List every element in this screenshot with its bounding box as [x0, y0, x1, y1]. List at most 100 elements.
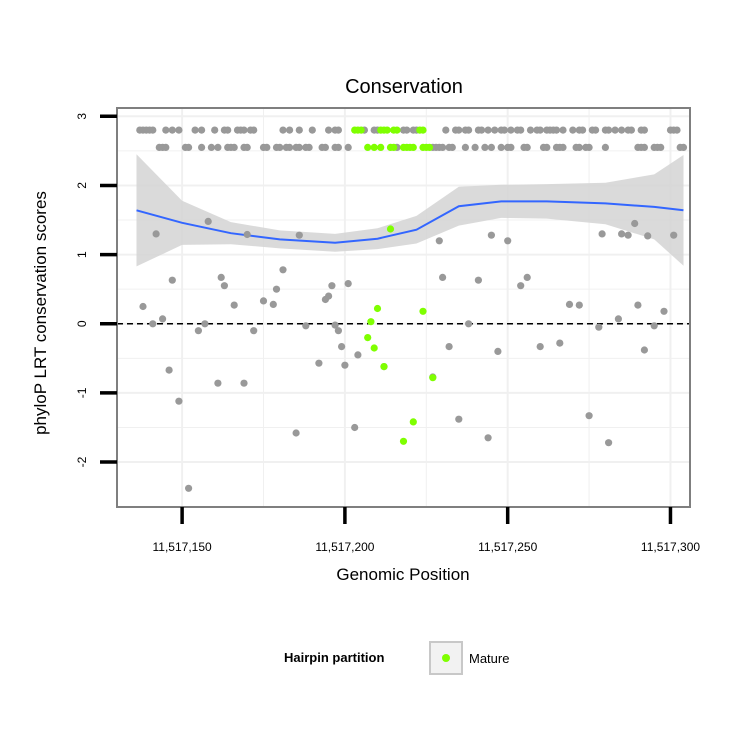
data-point — [478, 126, 486, 134]
data-point — [618, 126, 626, 134]
data-point — [481, 143, 489, 151]
data-point — [565, 300, 574, 308]
data-point — [673, 126, 681, 134]
data-point — [425, 143, 434, 151]
x-tick-label: 11,517,250 — [478, 540, 537, 554]
data-point — [592, 126, 600, 134]
data-point — [279, 126, 287, 134]
data-point — [523, 143, 531, 151]
data-point — [286, 143, 294, 151]
data-point — [250, 327, 258, 335]
data-point — [276, 143, 284, 151]
data-point — [286, 126, 294, 134]
data-point — [204, 217, 212, 225]
series-other — [136, 126, 688, 492]
data-point — [214, 379, 222, 387]
data-point — [640, 126, 649, 134]
panel-border — [116, 107, 691, 508]
y-tick-label: -2 — [75, 456, 89, 467]
data-point — [679, 143, 688, 151]
data-point — [240, 379, 248, 387]
plot-panel — [116, 107, 691, 508]
data-point — [500, 126, 508, 134]
data-point — [442, 126, 450, 134]
data-point — [295, 143, 303, 151]
data-point — [168, 126, 176, 134]
data-point — [657, 143, 665, 151]
data-point — [517, 282, 525, 290]
data-point — [507, 143, 515, 151]
data-point — [559, 126, 567, 134]
data-point — [364, 334, 372, 342]
data-point — [650, 322, 658, 330]
data-point — [419, 126, 427, 134]
y-tick-label: 0 — [75, 320, 89, 327]
data-point — [461, 143, 469, 151]
data-point — [315, 359, 323, 367]
data-point — [494, 347, 502, 355]
y-tick-label: 2 — [75, 182, 89, 189]
data-point — [575, 301, 583, 309]
x-tick-label: 11,517,200 — [315, 540, 374, 554]
data-point — [670, 231, 678, 239]
data-point — [263, 143, 271, 151]
data-point — [302, 322, 310, 330]
series-mature — [351, 126, 437, 445]
data-point — [321, 143, 329, 151]
data-point — [139, 302, 147, 311]
legend: Hairpin partition Mature — [284, 641, 509, 675]
data-point — [644, 232, 652, 240]
data-point — [230, 143, 238, 151]
data-point — [240, 126, 248, 134]
data-point — [168, 276, 176, 284]
x-tick-label: 11,517,150 — [153, 540, 212, 554]
data-point — [334, 327, 342, 335]
data-point — [162, 126, 170, 134]
data-point — [230, 301, 238, 309]
data-point — [393, 126, 401, 134]
data-point — [250, 126, 258, 134]
data-point — [175, 397, 183, 405]
data-point — [220, 282, 228, 290]
data-point — [556, 339, 564, 347]
data-point — [601, 143, 610, 151]
legend-label-mature: Mature — [469, 651, 509, 666]
data-point — [165, 366, 173, 374]
data-point — [357, 126, 365, 134]
data-point — [536, 126, 544, 134]
data-point — [207, 143, 215, 151]
data-point — [373, 304, 382, 313]
data-point — [175, 126, 183, 134]
data-point — [598, 230, 606, 238]
data-point — [380, 363, 388, 371]
data-point — [640, 143, 649, 151]
data-point — [211, 126, 219, 134]
data-point — [344, 143, 352, 151]
data-point — [445, 343, 453, 351]
data-point — [660, 307, 668, 315]
data-point — [367, 318, 375, 326]
y-tick-label: 3 — [75, 113, 89, 120]
data-point — [429, 374, 437, 382]
data-point — [243, 143, 251, 151]
data-point — [292, 429, 300, 437]
data-point — [149, 126, 157, 134]
y-tick-label: 1 — [75, 251, 89, 258]
data-point — [370, 344, 378, 352]
data-point — [526, 126, 535, 134]
data-point — [595, 323, 603, 331]
data-point — [484, 434, 492, 442]
data-point — [640, 346, 649, 354]
data-point — [484, 126, 492, 134]
data-point — [631, 219, 639, 228]
data-point — [439, 273, 447, 281]
data-point — [491, 126, 499, 134]
data-point — [605, 439, 613, 447]
data-point — [455, 415, 463, 423]
data-point — [351, 423, 359, 432]
data-point — [308, 126, 316, 134]
data-point — [634, 301, 642, 309]
data-point — [624, 231, 632, 239]
data-point — [198, 126, 206, 134]
x-tick-label: 11,517,300 — [641, 540, 700, 554]
